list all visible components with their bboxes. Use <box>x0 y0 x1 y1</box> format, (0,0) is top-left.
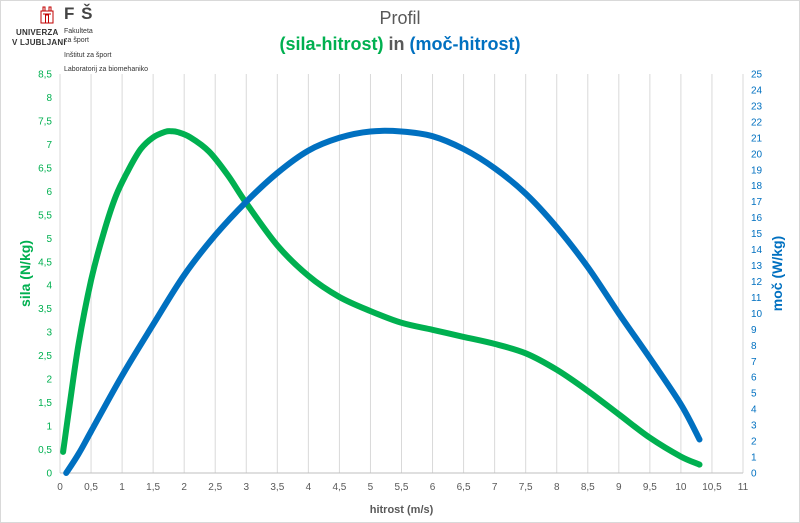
x-tick-label: 4,5 <box>332 482 346 493</box>
y-right-tick-label: 14 <box>751 245 763 256</box>
x-tick-label: 5,5 <box>395 482 409 493</box>
y-left-tick-label: 5,5 <box>38 210 52 221</box>
x-tick-label: 6,5 <box>457 482 471 493</box>
force-series-line <box>60 128 703 468</box>
y-left-tick-label: 1,5 <box>38 398 52 409</box>
x-tick-label: 8 <box>554 482 560 493</box>
chart-title: Profil <box>379 8 421 28</box>
x-tick-label: 10 <box>675 482 687 493</box>
faculty-name-line1: Fakulteta <box>64 28 93 35</box>
y-right-tick-label: 9 <box>751 325 757 336</box>
y-right-tick-label: 19 <box>751 165 763 176</box>
y-left-tick-label: 6,5 <box>38 163 52 174</box>
x-tick-label: 0 <box>57 482 63 493</box>
y-left-tick-label: 8,5 <box>38 70 52 81</box>
y-left-tick-label: 0 <box>46 469 52 480</box>
subtitle-force-part: (sila-hitrost) <box>279 34 384 54</box>
y-right-tick-label: 10 <box>751 309 763 320</box>
x-tick-label: 6 <box>430 482 436 493</box>
y-right-tick-label: 24 <box>751 85 763 96</box>
x-tick-label: 7 <box>492 482 498 493</box>
y-right-tick-label: 12 <box>751 277 763 288</box>
y-left-tick-label: 3,5 <box>38 304 52 315</box>
y-left-axis-title: sila (N/kg) <box>17 240 33 307</box>
y-right-tick-label: 13 <box>751 261 763 272</box>
university-crest-icon <box>40 6 54 24</box>
subtitle-power-part: (moč-hitrost) <box>409 34 521 54</box>
faculty-abbreviation: F Š <box>64 4 94 23</box>
power-series-line <box>63 127 703 476</box>
y-right-tick-label: 15 <box>751 229 763 240</box>
x-tick-label: 11 <box>738 482 749 493</box>
x-tick-label: 2 <box>181 482 187 493</box>
y-left-tick-label: 7 <box>46 140 52 151</box>
x-tick-label: 9 <box>616 482 622 493</box>
y-right-tick-label: 4 <box>751 405 757 416</box>
x-tick-label: 5 <box>368 482 374 493</box>
y-right-tick-label: 2 <box>751 437 757 448</box>
y-right-tick-label: 25 <box>751 70 763 81</box>
y-right-tick-label: 8 <box>751 341 757 352</box>
y-left-tick-label: 1 <box>46 422 52 433</box>
y-right-tick-label: 20 <box>751 149 763 160</box>
university-name-line2: V LJUBLJANI <box>12 38 66 47</box>
x-tick-label: 3,5 <box>270 482 284 493</box>
x-tick-label: 7,5 <box>519 482 533 493</box>
x-tick-label: 10,5 <box>702 482 722 493</box>
university-name-line1: UNIVERZA <box>16 28 59 37</box>
y-right-tick-label: 17 <box>751 197 763 208</box>
x-tick-label: 9,5 <box>643 482 657 493</box>
x-axis-title: hitrost (m/s) <box>370 504 434 516</box>
y-right-tick-label: 21 <box>751 133 763 144</box>
x-tick-label: 8,5 <box>581 482 595 493</box>
x-tick-label: 2,5 <box>208 482 222 493</box>
x-tick-label: 1,5 <box>146 482 160 493</box>
y-left-tick-label: 4,5 <box>38 257 52 268</box>
y-left-tick-label: 3 <box>46 328 52 339</box>
y-left-tick-label: 6 <box>46 187 52 198</box>
y-right-tick-label: 23 <box>751 101 763 112</box>
x-tick-label: 4 <box>306 482 312 493</box>
y-right-tick-label: 7 <box>751 357 757 368</box>
y-right-tick-label: 18 <box>751 181 763 192</box>
y-right-tick-label: 5 <box>751 389 757 400</box>
y-right-tick-label: 22 <box>751 117 763 128</box>
faculty-logo: UNIVERZA V LJUBLJANI F Š Fakulteta za šp… <box>6 4 176 74</box>
y-right-tick-label: 6 <box>751 373 757 384</box>
subtitle-joiner: in <box>383 34 410 54</box>
faculty-name-line2: za šport <box>64 37 89 44</box>
y-left-tick-label: 2 <box>46 375 52 386</box>
y-left-tick-label: 8 <box>46 93 52 104</box>
y-right-tick-label: 1 <box>751 453 757 464</box>
y-left-tick-label: 7,5 <box>38 116 52 127</box>
y-right-tick-label: 11 <box>751 293 762 304</box>
y-right-axis-title: moč (W/kg) <box>769 236 785 311</box>
y-left-tick-label: 4 <box>46 281 52 292</box>
x-tick-label: 3 <box>243 482 249 493</box>
y-right-tick-label: 16 <box>751 213 763 224</box>
y-right-tick-label: 0 <box>751 469 757 480</box>
laboratory-name: Laboratorij za biomehaniko <box>64 66 149 73</box>
x-tick-label: 1 <box>119 482 125 493</box>
institute-name: Inštitut za šport <box>64 52 112 59</box>
y-left-tick-label: 5 <box>46 234 52 245</box>
y-left-tick-label: 2,5 <box>38 351 52 362</box>
y-right-tick-label: 3 <box>751 421 757 432</box>
x-tick-label: 0,5 <box>84 482 98 493</box>
chart-subtitle: (sila-hitrost) in (moč-hitrost) <box>0 34 800 55</box>
y-left-tick-label: 0,5 <box>38 445 52 456</box>
